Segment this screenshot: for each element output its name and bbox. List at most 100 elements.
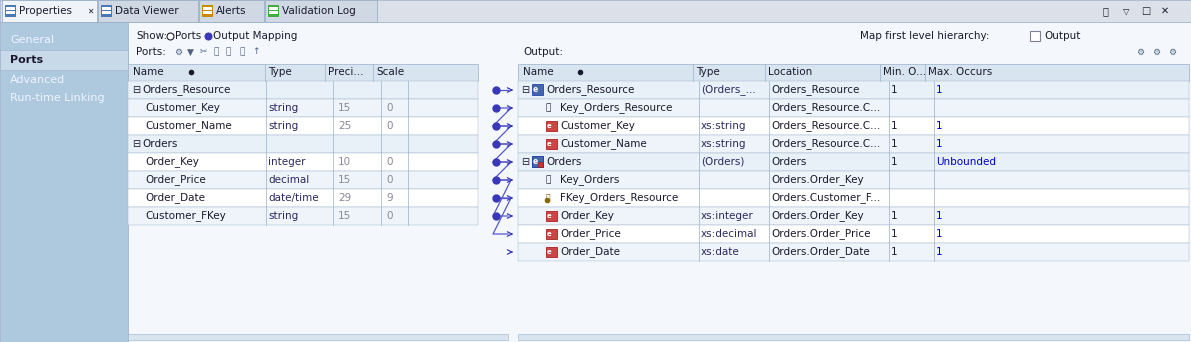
Bar: [518, 334, 1189, 340]
Text: Alerts: Alerts: [216, 6, 247, 16]
Text: 0: 0: [386, 211, 393, 221]
Text: 1: 1: [936, 247, 942, 257]
Bar: [102, 7, 111, 10]
Text: e: e: [547, 141, 551, 147]
Text: xs:date: xs:date: [701, 247, 740, 257]
Text: ⊟: ⊟: [520, 85, 529, 95]
Text: (Orders): (Orders): [701, 157, 744, 167]
Text: ⊟: ⊟: [132, 139, 141, 149]
Text: Min. O...: Min. O...: [883, 67, 927, 77]
Text: Ports:: Ports:: [136, 47, 166, 57]
Text: string: string: [268, 211, 298, 221]
Text: ▼: ▼: [187, 48, 194, 56]
Text: Orders: Orders: [142, 139, 177, 149]
Text: Preci...: Preci...: [328, 67, 363, 77]
Text: 🔑: 🔑: [545, 194, 550, 202]
Text: 15: 15: [338, 103, 351, 113]
Text: Output Mapping: Output Mapping: [213, 31, 298, 41]
Text: ✕: ✕: [87, 6, 93, 15]
Text: e: e: [534, 158, 538, 167]
Text: e: e: [547, 213, 551, 219]
Text: 9: 9: [386, 193, 393, 203]
Text: 0: 0: [386, 121, 393, 131]
Text: Ports: Ports: [10, 55, 43, 65]
Text: xs:integer: xs:integer: [701, 211, 754, 221]
Text: Key_Orders: Key_Orders: [560, 174, 619, 185]
Bar: [532, 156, 543, 167]
Bar: [518, 189, 1189, 207]
Text: 🔑: 🔑: [545, 104, 551, 113]
Text: Orders_Resource.C...: Orders_Resource.C...: [771, 103, 880, 114]
Bar: [1030, 31, 1040, 41]
Bar: [545, 247, 557, 257]
Bar: [127, 171, 478, 189]
Text: 1: 1: [891, 211, 898, 221]
Bar: [6, 7, 15, 10]
Bar: [518, 153, 1189, 171]
Text: ✕: ✕: [1161, 6, 1170, 16]
Text: 29: 29: [338, 193, 351, 203]
Text: e: e: [547, 123, 551, 129]
Bar: [127, 334, 509, 340]
Text: date/time: date/time: [268, 193, 319, 203]
Bar: [127, 81, 478, 99]
Text: 1: 1: [891, 229, 898, 239]
Bar: [518, 243, 1189, 261]
Text: Map first level hierarchy:: Map first level hierarchy:: [860, 31, 990, 41]
Bar: [518, 225, 1189, 243]
Bar: [202, 11, 212, 14]
Text: 0: 0: [386, 175, 393, 185]
Text: string: string: [268, 103, 298, 113]
Bar: [269, 11, 278, 14]
Text: 1: 1: [891, 247, 898, 257]
Text: xs:string: xs:string: [701, 121, 747, 131]
Text: 0: 0: [386, 157, 393, 167]
Text: Order_Key: Order_Key: [145, 157, 199, 168]
Text: Order_Date: Order_Date: [145, 193, 205, 203]
Bar: [518, 117, 1189, 135]
Text: Run-time Linking: Run-time Linking: [10, 93, 105, 103]
Text: Order_Date: Order_Date: [560, 247, 621, 258]
Text: Output:: Output:: [523, 47, 563, 57]
Text: FKey_Orders_Resource: FKey_Orders_Resource: [560, 193, 678, 203]
Text: 1: 1: [891, 85, 898, 95]
Text: ▽: ▽: [1123, 6, 1129, 15]
Text: xs:decimal: xs:decimal: [701, 229, 757, 239]
Text: Location: Location: [768, 67, 812, 77]
Bar: [6, 11, 15, 14]
Bar: [127, 99, 478, 117]
Text: Orders_Resource.C...: Orders_Resource.C...: [771, 120, 880, 131]
Text: Orders_Resource: Orders_Resource: [771, 84, 860, 95]
Bar: [0, 50, 127, 70]
Text: 1: 1: [936, 139, 942, 149]
Text: 1: 1: [936, 85, 942, 95]
Bar: [98, 0, 198, 22]
Text: Customer_Name: Customer_Name: [145, 120, 232, 131]
Text: ⎘: ⎘: [213, 48, 218, 56]
Text: □: □: [1141, 6, 1151, 16]
Text: Customer_FKey: Customer_FKey: [145, 211, 226, 222]
Bar: [127, 207, 478, 225]
Text: Orders: Orders: [545, 157, 581, 167]
Text: Orders.Order_Date: Orders.Order_Date: [771, 247, 869, 258]
Text: Advanced: Advanced: [10, 75, 66, 85]
Text: e: e: [547, 249, 551, 255]
Bar: [202, 5, 213, 17]
Text: Key_Orders_Resource: Key_Orders_Resource: [560, 103, 673, 114]
Text: e: e: [534, 86, 538, 94]
Bar: [518, 81, 1189, 99]
Text: string: string: [268, 121, 298, 131]
Bar: [518, 171, 1189, 189]
Text: Output: Output: [1045, 31, 1080, 41]
Text: ↑: ↑: [252, 48, 260, 56]
Bar: [101, 5, 112, 17]
Text: 1: 1: [936, 229, 942, 239]
Text: (Orders_...: (Orders_...: [701, 84, 756, 95]
Text: 25: 25: [338, 121, 351, 131]
Text: 🔑: 🔑: [545, 175, 551, 184]
Bar: [2, 0, 96, 22]
Text: Order_Key: Order_Key: [560, 211, 613, 222]
Text: Unbounded: Unbounded: [936, 157, 996, 167]
Text: 15: 15: [338, 175, 351, 185]
Text: Properties: Properties: [19, 6, 71, 16]
